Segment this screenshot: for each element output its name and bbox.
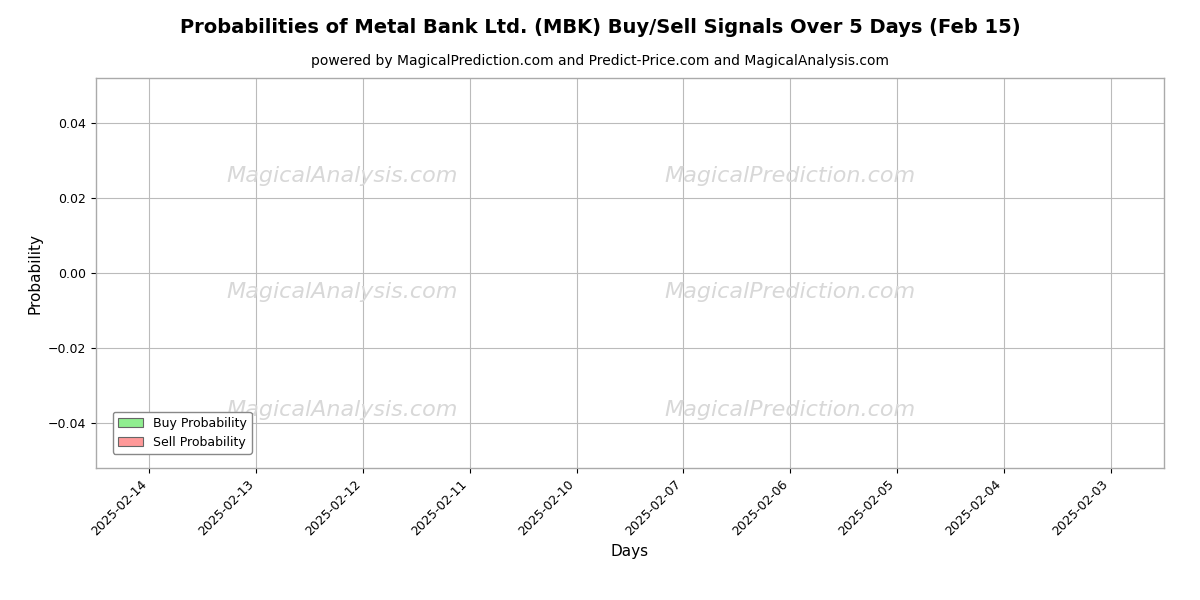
Legend: Buy Probability, Sell Probability: Buy Probability, Sell Probability	[113, 412, 252, 454]
Text: MagicalPrediction.com: MagicalPrediction.com	[665, 400, 916, 419]
Y-axis label: Probability: Probability	[28, 232, 42, 313]
Text: Probabilities of Metal Bank Ltd. (MBK) Buy/Sell Signals Over 5 Days (Feb 15): Probabilities of Metal Bank Ltd. (MBK) B…	[180, 18, 1020, 37]
X-axis label: Days: Days	[611, 544, 649, 559]
Text: MagicalPrediction.com: MagicalPrediction.com	[665, 166, 916, 185]
Text: MagicalAnalysis.com: MagicalAnalysis.com	[226, 166, 457, 185]
Text: MagicalAnalysis.com: MagicalAnalysis.com	[226, 283, 457, 302]
Text: MagicalPrediction.com: MagicalPrediction.com	[665, 283, 916, 302]
Text: powered by MagicalPrediction.com and Predict-Price.com and MagicalAnalysis.com: powered by MagicalPrediction.com and Pre…	[311, 54, 889, 68]
Text: MagicalAnalysis.com: MagicalAnalysis.com	[226, 400, 457, 419]
